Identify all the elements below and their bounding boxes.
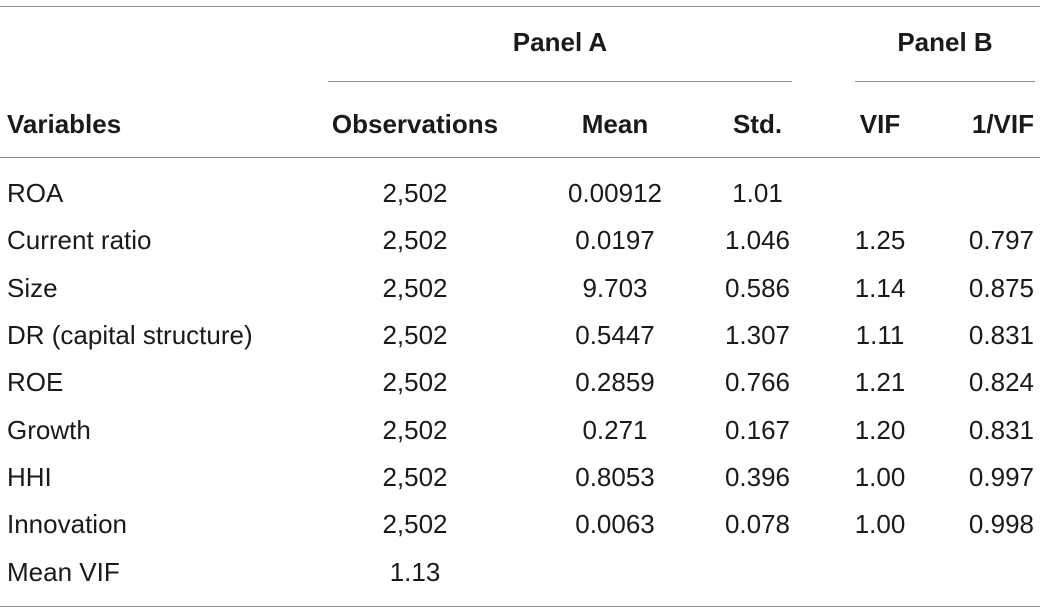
table-row: ROE 2,502 0.2859 0.766 1.21 0.824 xyxy=(0,359,1040,406)
cell-mean: 0.0063 xyxy=(575,509,655,539)
header-std: Std. xyxy=(732,109,783,139)
bottom-rule xyxy=(0,606,1040,607)
cell-variable: ROE xyxy=(7,367,64,397)
cell-inverse-vif: 0.997 xyxy=(968,462,1034,492)
cell-observations: 2,502 xyxy=(382,462,448,492)
cell-std: 1.046 xyxy=(724,225,791,255)
cell-std: 0.396 xyxy=(724,462,791,492)
cell-std: 0.586 xyxy=(724,273,791,303)
cell-variable: Innovation xyxy=(7,509,127,539)
cell-inverse-vif: 0.824 xyxy=(968,367,1034,397)
cell-observations: 2,502 xyxy=(382,415,448,445)
panel-a-title: Panel A xyxy=(512,27,608,57)
cell-observations: 2,502 xyxy=(382,178,448,208)
cell-observations: 2,502 xyxy=(382,320,448,350)
table-row: DR (capital structure) 2,502 0.5447 1.30… xyxy=(0,312,1040,359)
cell-std: 0.078 xyxy=(724,509,791,539)
cell-mean: 0.00912 xyxy=(568,178,662,208)
cell-vif: 1.00 xyxy=(854,462,906,492)
cell-observations: 2,502 xyxy=(382,225,448,255)
table-row: Growth 2,502 0.271 0.167 1.20 0.831 xyxy=(0,407,1040,454)
cell-vif: 1.25 xyxy=(854,225,906,255)
table-row: HHI 2,502 0.8053 0.396 1.00 0.997 xyxy=(0,454,1040,501)
cell-vif: 1.11 xyxy=(855,320,905,350)
cell-variable: DR (capital structure) xyxy=(7,320,253,350)
cell-variable: Size xyxy=(7,273,58,303)
cell-vif: 1.00 xyxy=(854,509,906,539)
cell-observations: 2,502 xyxy=(382,509,448,539)
cell-mean: 0.0197 xyxy=(575,225,655,255)
panel-b-rule xyxy=(855,81,1035,82)
cell-variable: Current ratio xyxy=(7,225,152,255)
cell-mean: 0.2859 xyxy=(575,367,655,397)
cell-inverse-vif: 0.831 xyxy=(968,320,1034,350)
cell-inverse-vif: 0.875 xyxy=(968,273,1034,303)
top-rule xyxy=(0,6,1040,7)
cell-variable: Growth xyxy=(7,415,91,445)
header-mean: Mean xyxy=(581,109,649,139)
table-row: Innovation 2,502 0.0063 0.078 1.00 0.998 xyxy=(0,501,1040,548)
table-row: Size 2,502 9.703 0.586 1.14 0.875 xyxy=(0,265,1040,312)
header-observations: Observations xyxy=(331,109,499,139)
cell-vif: 1.20 xyxy=(854,415,906,445)
cell-inverse-vif: 0.831 xyxy=(968,415,1034,445)
header-vif: VIF xyxy=(859,109,901,139)
table-row: ROA 2,502 0.00912 1.01 xyxy=(0,170,1040,217)
cell-observations: 1.13 xyxy=(389,557,441,587)
panel-a-rule xyxy=(328,81,792,82)
table-row: Mean VIF 1.13 xyxy=(0,549,1040,596)
cell-vif: 1.21 xyxy=(854,367,906,397)
table-row: Current ratio 2,502 0.0197 1.046 1.25 0.… xyxy=(0,217,1040,264)
cell-variable: ROA xyxy=(7,178,64,208)
cell-inverse-vif: 0.998 xyxy=(968,509,1034,539)
cell-std: 1.01 xyxy=(732,178,783,208)
cell-mean: 0.8053 xyxy=(575,462,655,492)
cell-std: 0.766 xyxy=(724,367,791,397)
cell-vif: 1.14 xyxy=(854,273,906,303)
cell-mean: 9.703 xyxy=(582,273,648,303)
cell-std: 0.167 xyxy=(724,415,791,445)
cell-mean: 0.5447 xyxy=(575,320,655,350)
header-variables: Variables xyxy=(7,109,122,139)
cell-observations: 2,502 xyxy=(382,367,448,397)
cell-observations: 2,502 xyxy=(382,273,448,303)
cell-std: 1.307 xyxy=(724,320,791,350)
cell-variable: Mean VIF xyxy=(7,557,120,587)
panel-b-title: Panel B xyxy=(897,27,993,57)
cell-inverse-vif: 0.797 xyxy=(968,225,1034,255)
cell-variable: HHI xyxy=(7,462,52,492)
header-inverse-vif: 1/VIF xyxy=(971,109,1034,139)
cell-mean: 0.271 xyxy=(582,415,648,445)
header-rule xyxy=(0,157,1040,158)
